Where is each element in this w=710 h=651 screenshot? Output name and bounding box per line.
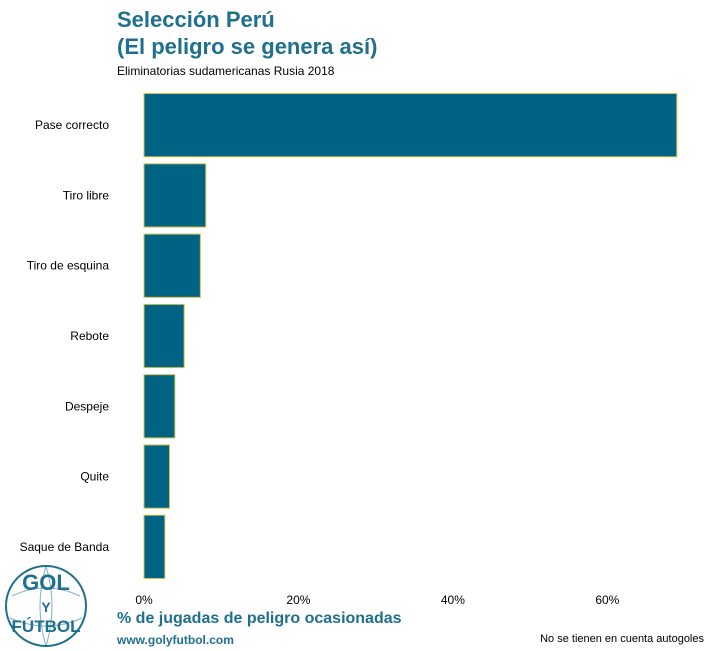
logo-text-gol: GOL	[22, 570, 70, 595]
bar-chart: Pase correcto Tiro libre Tiro de esquina Re…	[20, 93, 678, 607]
y-tick-label: Tiro libre	[63, 188, 110, 202]
bar	[143, 444, 170, 509]
x-axis-label: % de jugadas de peligro ocasionadas	[117, 610, 402, 627]
x-tick-label: 40%	[441, 593, 465, 607]
bar	[143, 233, 201, 298]
bar	[143, 303, 185, 369]
bar	[143, 163, 207, 228]
y-tick-label: Tiro de esquina	[27, 259, 110, 273]
website-link[interactable]: www.golyfutbol.com	[117, 633, 234, 647]
bar	[143, 514, 166, 579]
gol-y-futbol-logo: GOL Y FÚTBOL	[5, 565, 87, 647]
chart-title: Selección Perú (El peligro se genera así…	[117, 6, 377, 60]
footnote: No se tienen en cuenta autogoles	[540, 633, 704, 645]
bar	[143, 93, 678, 158]
y-tick-label: Pase correcto	[35, 118, 109, 132]
x-tick-label: 60%	[595, 593, 619, 607]
logo-ball-seams	[9, 565, 83, 647]
y-tick-label: Quite	[80, 470, 109, 484]
chart-title-line1: Selección Perú	[117, 7, 275, 32]
y-tick-label: Saque de Banda	[20, 540, 110, 554]
y-tick-label: Despeje	[65, 399, 109, 413]
chart-subtitle: Eliminatorias sudamericanas Rusia 2018	[117, 64, 335, 78]
logo-text-futbol: FÚTBOL	[12, 617, 81, 636]
chart-title-line2: (El peligro se genera así)	[117, 34, 378, 59]
y-tick-label: Rebote	[70, 329, 109, 343]
x-tick-label: 0%	[135, 593, 153, 607]
x-tick-label: 20%	[286, 593, 310, 607]
bar	[143, 374, 176, 439]
logo-text-y: Y	[41, 599, 51, 615]
